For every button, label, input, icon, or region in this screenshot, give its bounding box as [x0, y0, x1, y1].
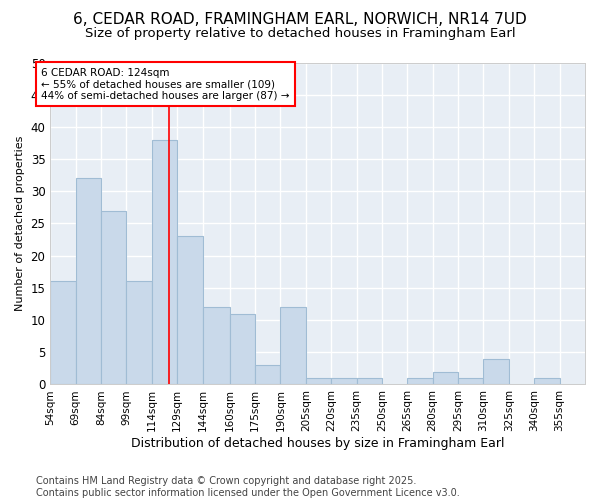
Bar: [407, 378, 433, 384]
Bar: [152, 140, 177, 384]
Bar: [433, 372, 458, 384]
Bar: [458, 378, 484, 384]
Text: Size of property relative to detached houses in Framingham Earl: Size of property relative to detached ho…: [85, 28, 515, 40]
Text: 6 CEDAR ROAD: 124sqm
← 55% of detached houses are smaller (109)
44% of semi-deta: 6 CEDAR ROAD: 124sqm ← 55% of detached h…: [41, 68, 290, 101]
Bar: [101, 210, 127, 384]
Bar: [230, 314, 255, 384]
Bar: [534, 378, 560, 384]
Bar: [76, 178, 101, 384]
Y-axis label: Number of detached properties: Number of detached properties: [15, 136, 25, 311]
Text: Contains HM Land Registry data © Crown copyright and database right 2025.
Contai: Contains HM Land Registry data © Crown c…: [36, 476, 460, 498]
Bar: [255, 365, 280, 384]
Bar: [331, 378, 356, 384]
Bar: [127, 282, 152, 385]
Text: 6, CEDAR ROAD, FRAMINGHAM EARL, NORWICH, NR14 7UD: 6, CEDAR ROAD, FRAMINGHAM EARL, NORWICH,…: [73, 12, 527, 28]
Bar: [50, 282, 76, 385]
Bar: [280, 307, 306, 384]
X-axis label: Distribution of detached houses by size in Framingham Earl: Distribution of detached houses by size …: [131, 437, 505, 450]
Bar: [177, 236, 203, 384]
Bar: [484, 358, 509, 384]
Bar: [356, 378, 382, 384]
Bar: [203, 307, 230, 384]
Bar: [306, 378, 331, 384]
